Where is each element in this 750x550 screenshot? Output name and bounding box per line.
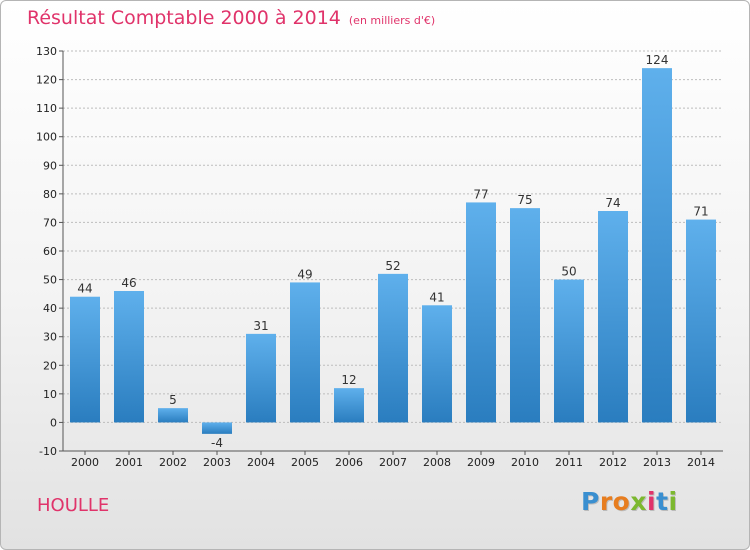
x-tick-label-2001: 2001	[115, 456, 143, 469]
x-tick-label-2010: 2010	[511, 456, 539, 469]
x-tick-label-2006: 2006	[335, 456, 363, 469]
data-label-2002: 5	[169, 393, 177, 407]
title-text: Résultat Comptable 2000 à 2014	[27, 7, 341, 29]
data-label-2003: -4	[211, 436, 223, 450]
data-label-2000: 44	[77, 282, 92, 296]
data-label-2009: 77	[473, 187, 488, 201]
bar-2002	[158, 408, 188, 423]
y-tick-label: -10	[39, 445, 57, 458]
bar-2010	[510, 208, 540, 423]
data-label-2011: 50	[561, 265, 576, 279]
bar-2005	[290, 282, 320, 423]
x-tick-label-2002: 2002	[159, 456, 187, 469]
chart-title: Résultat Comptable 2000 à 2014 (en millie…	[27, 7, 435, 29]
logo-letter: P	[581, 487, 600, 516]
x-tick-label-2013: 2013	[643, 456, 671, 469]
logo-letter: r	[599, 487, 613, 516]
bar-2007	[378, 273, 408, 423]
axes: -10 0 10 20 30 40 50 60 70 80 90 100 110 120 130 2000 20…	[36, 45, 723, 469]
data-label-2012: 74	[605, 196, 620, 210]
bar-2011	[554, 279, 584, 423]
x-tick-label-2011: 2011	[555, 456, 583, 469]
bar-2004	[246, 333, 276, 423]
x-tick-label-2009: 2009	[467, 456, 495, 469]
bar-2009	[466, 202, 496, 423]
bar-2008	[422, 305, 452, 423]
y-tick-label: 60	[43, 245, 57, 258]
data-label-2010: 75	[517, 193, 532, 207]
data-label-2006: 12	[341, 373, 356, 387]
bar-2012	[598, 211, 628, 423]
y-tick-label: 0	[50, 416, 57, 429]
bar-2001	[114, 291, 144, 423]
bars	[70, 68, 716, 434]
x-tick-label-2003: 2003	[203, 456, 231, 469]
y-tick-label: 50	[43, 274, 57, 287]
bar-2013	[642, 68, 672, 423]
chart-subtitle: (en milliers d'€)	[348, 14, 436, 27]
y-tick-label: 10	[43, 388, 57, 401]
proxiti-logo: Proxiti	[581, 487, 678, 516]
x-tick-label-2014: 2014	[687, 456, 715, 469]
x-tick-label-2004: 2004	[247, 456, 275, 469]
y-tick-label: 110	[36, 102, 57, 115]
data-label-2007: 52	[385, 259, 400, 273]
logo-letter: o	[612, 487, 631, 516]
logo-letter: x	[630, 487, 647, 516]
data-label-2004: 31	[253, 319, 268, 333]
y-tick-label: 130	[36, 45, 57, 58]
y-tick-label: 90	[43, 159, 57, 172]
y-tick-label: 120	[36, 74, 57, 87]
data-label-2013: 124	[646, 53, 669, 67]
data-label-2008: 41	[429, 290, 444, 304]
town-name: HOULLE	[37, 495, 110, 516]
logo-letter: i	[668, 487, 678, 516]
y-tick-label: 100	[36, 131, 57, 144]
data-label-2014: 71	[693, 205, 708, 219]
bar-2014	[686, 219, 716, 423]
y-tick-label: 30	[43, 331, 57, 344]
logo-letter: i	[647, 487, 657, 516]
y-tick-label: 80	[43, 188, 57, 201]
y-tick-label: 40	[43, 302, 57, 315]
logo-letter: t	[656, 487, 669, 516]
x-tick-label-2008: 2008	[423, 456, 451, 469]
bar-2003	[202, 422, 232, 434]
y-tick-label: 70	[43, 216, 57, 229]
data-label-2005: 49	[297, 267, 312, 281]
x-tick-label-2007: 2007	[379, 456, 407, 469]
data-labels: 44 46 5 -4 31 49 12 52 41 77 75 50 74 124 71	[77, 53, 708, 450]
bar-2000	[70, 296, 100, 423]
x-tick-label-2000: 2000	[71, 456, 99, 469]
y-tick-label: 20	[43, 359, 57, 372]
bar-2006	[334, 388, 364, 423]
data-label-2001: 46	[121, 276, 136, 290]
x-tick-label-2005: 2005	[291, 456, 319, 469]
x-tick-label-2012: 2012	[599, 456, 627, 469]
